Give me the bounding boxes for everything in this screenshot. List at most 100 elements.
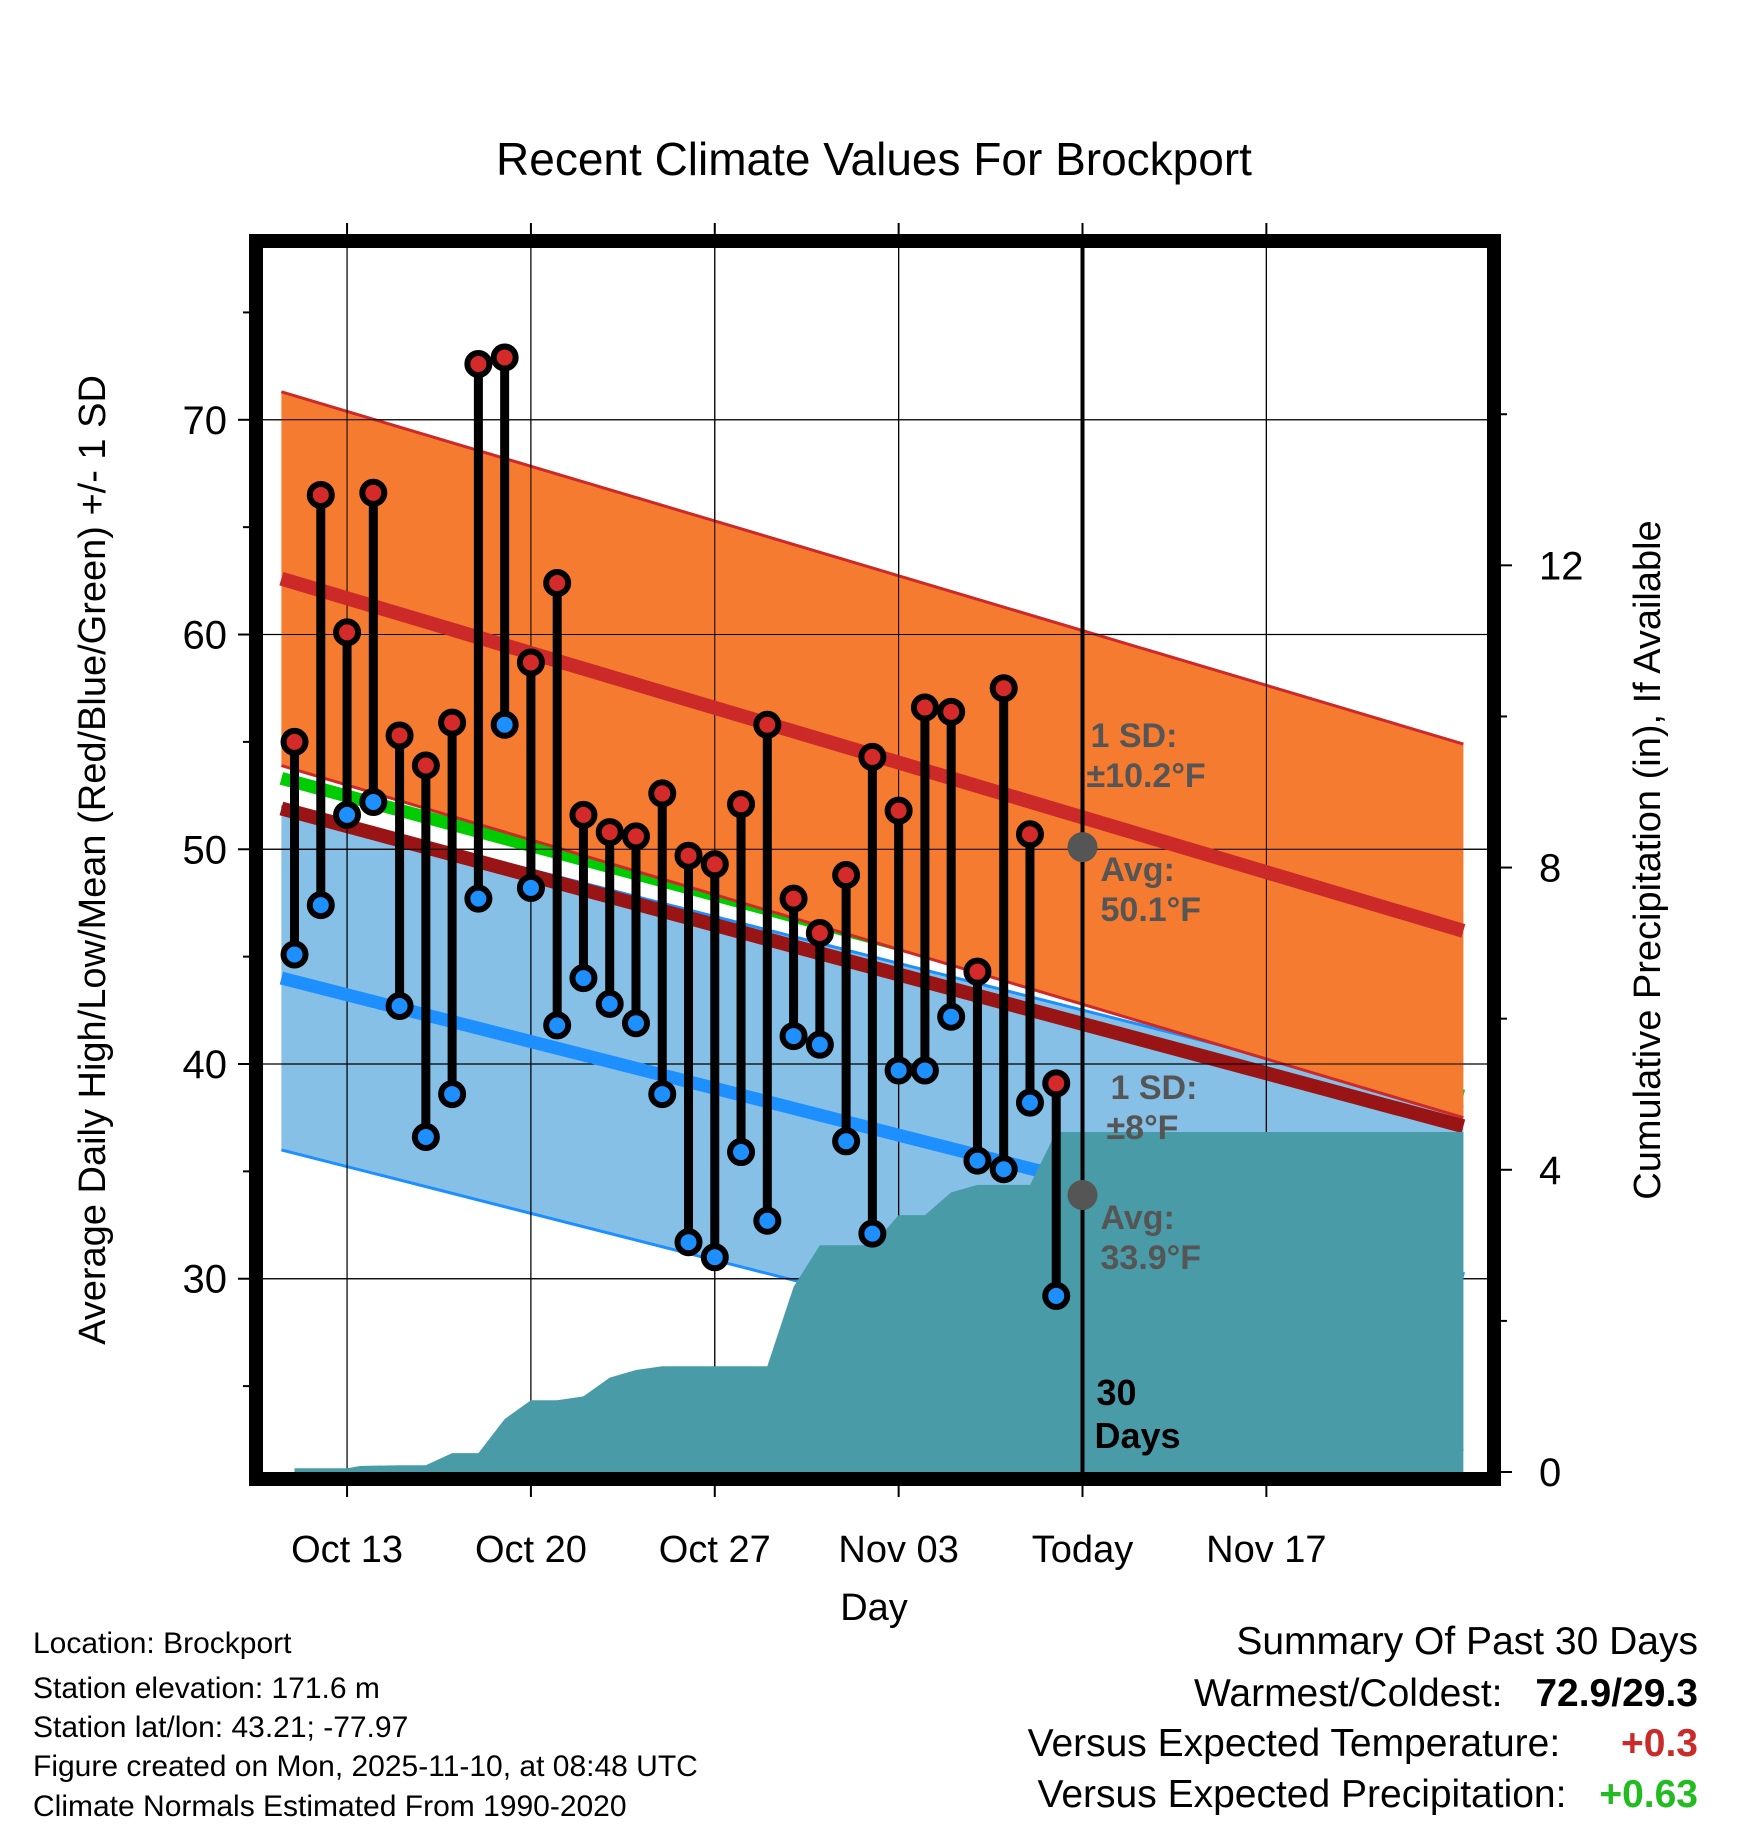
x-tick-label: Oct 20 — [475, 1529, 587, 1571]
high-sd-label: 1 SD: — [1091, 717, 1178, 755]
daily-low-point — [543, 1011, 572, 1040]
daily-high-point — [306, 480, 335, 509]
daily-high-point — [805, 919, 834, 948]
daily-low-point — [280, 940, 309, 969]
info-created: Figure created on Mon, 2025-11-10, at 08… — [33, 1750, 698, 1783]
plot-frame — [249, 234, 1501, 1486]
daily-low-point — [595, 989, 624, 1018]
summary-temp-label: Versus Expected Temperature: — [1027, 1722, 1561, 1765]
summary-warmest-label: Warmest/Coldest: — [1194, 1672, 1503, 1715]
axes: 30 40 50 60 70 0 4 8 12 Oct 13 Oct 20 Oct 27 Nov 03 T… — [183, 223, 1584, 1571]
daily-low-point — [700, 1243, 729, 1272]
daily-low-point — [674, 1228, 703, 1257]
daily-high-point — [359, 478, 388, 507]
daily-high-point — [1042, 1069, 1071, 1098]
precip-area — [294, 1132, 1464, 1472]
y2-tick-label: 8 — [1539, 847, 1561, 891]
high-avg-label: Avg: — [1101, 851, 1175, 889]
high-avg-today-marker — [1067, 832, 1098, 863]
daily-high-point — [595, 818, 624, 847]
high-avg-value: 50.1°F — [1101, 891, 1202, 929]
daily-low-point — [832, 1127, 861, 1156]
daily-low-point — [805, 1030, 834, 1059]
daily-high-point — [411, 751, 440, 780]
x-tick-label: Oct 13 — [291, 1529, 403, 1571]
daily-low-point — [648, 1080, 677, 1109]
summary-warmest-row: Warmest/Coldest: 72.9/29.3 — [1194, 1672, 1698, 1716]
daily-high-point — [543, 568, 572, 597]
daily-low-point — [910, 1056, 939, 1085]
daily-high-point — [779, 884, 808, 913]
y2-tick-label: 0 — [1539, 1451, 1561, 1495]
daily-low-point — [464, 884, 493, 913]
daily-high-point — [700, 850, 729, 879]
summary-temp-value: +0.3 — [1621, 1722, 1698, 1765]
daily-high-point — [963, 957, 992, 986]
daily-high-point — [385, 721, 414, 750]
daily-high-point — [727, 790, 756, 819]
daily-low-point — [753, 1206, 782, 1235]
high-sd-value: ±10.2°F — [1087, 757, 1206, 795]
daily-high-point — [464, 349, 493, 378]
daily-high-point — [490, 343, 519, 372]
daily-high-point — [516, 648, 545, 677]
daily-high-point — [280, 727, 309, 756]
summary-temp-row: Versus Expected Temperature: +0.3 — [1028, 1722, 1698, 1766]
daily-low-point — [333, 800, 362, 829]
daily-low-point — [411, 1123, 440, 1152]
low-avg-value: 33.9°F — [1101, 1239, 1202, 1277]
info-normals: Climate Normals Estimated From 1990-2020 — [33, 1790, 627, 1823]
daily-high-point — [910, 693, 939, 722]
daily-high-point — [333, 618, 362, 647]
daily-low-point — [385, 992, 414, 1021]
daily-high-point — [884, 796, 913, 825]
daily-low-point — [963, 1146, 992, 1175]
y-tick-label: 60 — [183, 614, 228, 658]
daily-low-point — [359, 788, 388, 817]
low-sd-value: ±8°F — [1107, 1109, 1179, 1147]
summary-precip-label: Versus Expected Precipitation: — [1037, 1773, 1567, 1816]
daily-low-point — [516, 873, 545, 902]
daily-high-point — [989, 674, 1018, 703]
chart-title: Recent Climate Values For Brockport — [496, 133, 1252, 185]
y-tick-label: 30 — [183, 1258, 228, 1302]
daily-low-point — [1042, 1281, 1071, 1310]
window-unit-label: Days — [1095, 1415, 1181, 1456]
y-tick-label: 50 — [183, 828, 228, 872]
daily-low-point — [569, 964, 598, 993]
daily-high-point — [438, 708, 467, 737]
window-count-label: 30 — [1097, 1372, 1137, 1413]
info-location: Location: Brockport — [33, 1627, 292, 1660]
summary-precip-value: +0.63 — [1599, 1773, 1698, 1816]
y2-tick-label: 12 — [1539, 544, 1584, 588]
y2-axis-label: Cumulative Precipitation (in), If Availa… — [1627, 520, 1669, 1199]
x-tick-label: Today — [1032, 1529, 1133, 1571]
daily-high-point — [621, 822, 650, 851]
daily-low-point — [884, 1056, 913, 1085]
x-tick-label: Nov 03 — [838, 1529, 958, 1571]
y-tick-label: 70 — [183, 399, 228, 443]
daily-high-point — [937, 697, 966, 726]
x-tick-label: Nov 17 — [1206, 1529, 1326, 1571]
summary-precip-row: Versus Expected Precipitation: +0.63 — [1038, 1773, 1699, 1817]
summary-warmest-value: 72.9/29.3 — [1535, 1672, 1698, 1715]
daily-high-point — [648, 779, 677, 808]
daily-high-point — [858, 742, 887, 771]
daily-high-point — [753, 710, 782, 739]
daily-high-point — [1015, 820, 1044, 849]
low-sd-label: 1 SD: — [1111, 1069, 1198, 1107]
y2-tick-label: 4 — [1539, 1149, 1561, 1193]
daily-high-point — [674, 841, 703, 870]
daily-high-point — [569, 800, 598, 829]
daily-low-point — [858, 1219, 887, 1248]
daily-low-point — [937, 1002, 966, 1031]
daily-low-point — [1015, 1088, 1044, 1117]
daily-low-point — [779, 1022, 808, 1051]
low-avg-label: Avg: — [1101, 1199, 1175, 1237]
daily-low-point — [438, 1080, 467, 1109]
daily-low-point — [621, 1009, 650, 1038]
daily-low-point — [989, 1155, 1018, 1184]
y-tick-label: 40 — [183, 1043, 228, 1087]
